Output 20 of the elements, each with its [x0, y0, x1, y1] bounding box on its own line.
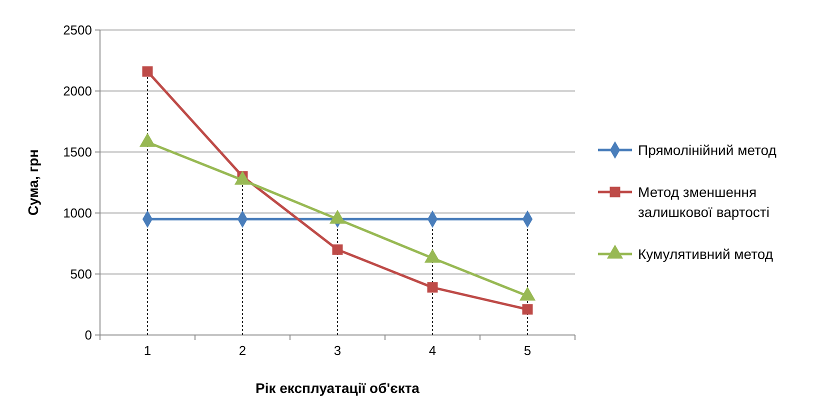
x-axis-title: Рік експлуатації об'єкта — [256, 380, 420, 396]
y-tick-label: 0 — [84, 328, 92, 343]
x-tick-label: 5 — [524, 343, 532, 358]
legend-label: Метод зменшення залишкової вартості — [638, 184, 770, 220]
point — [142, 66, 153, 77]
y-tick-label: 500 — [70, 266, 92, 282]
y-tick-label: 2000 — [63, 84, 92, 99]
x-tick-label: 4 — [428, 343, 436, 358]
y-tick-label: 1000 — [63, 206, 92, 221]
point — [332, 244, 343, 255]
point — [522, 304, 533, 315]
legend-label: Прямолінійний метод — [638, 142, 776, 158]
x-tick-label: 1 — [144, 343, 152, 358]
point — [427, 282, 438, 293]
y-tick-label: 1500 — [63, 144, 92, 160]
y-tick-label: 2500 — [63, 22, 92, 38]
y-axis-title: Сума, грн — [25, 149, 41, 216]
legend-label: Кумулятивний метод — [638, 246, 774, 262]
x-tick-label: 2 — [238, 343, 246, 358]
x-tick-label: 3 — [334, 343, 342, 358]
